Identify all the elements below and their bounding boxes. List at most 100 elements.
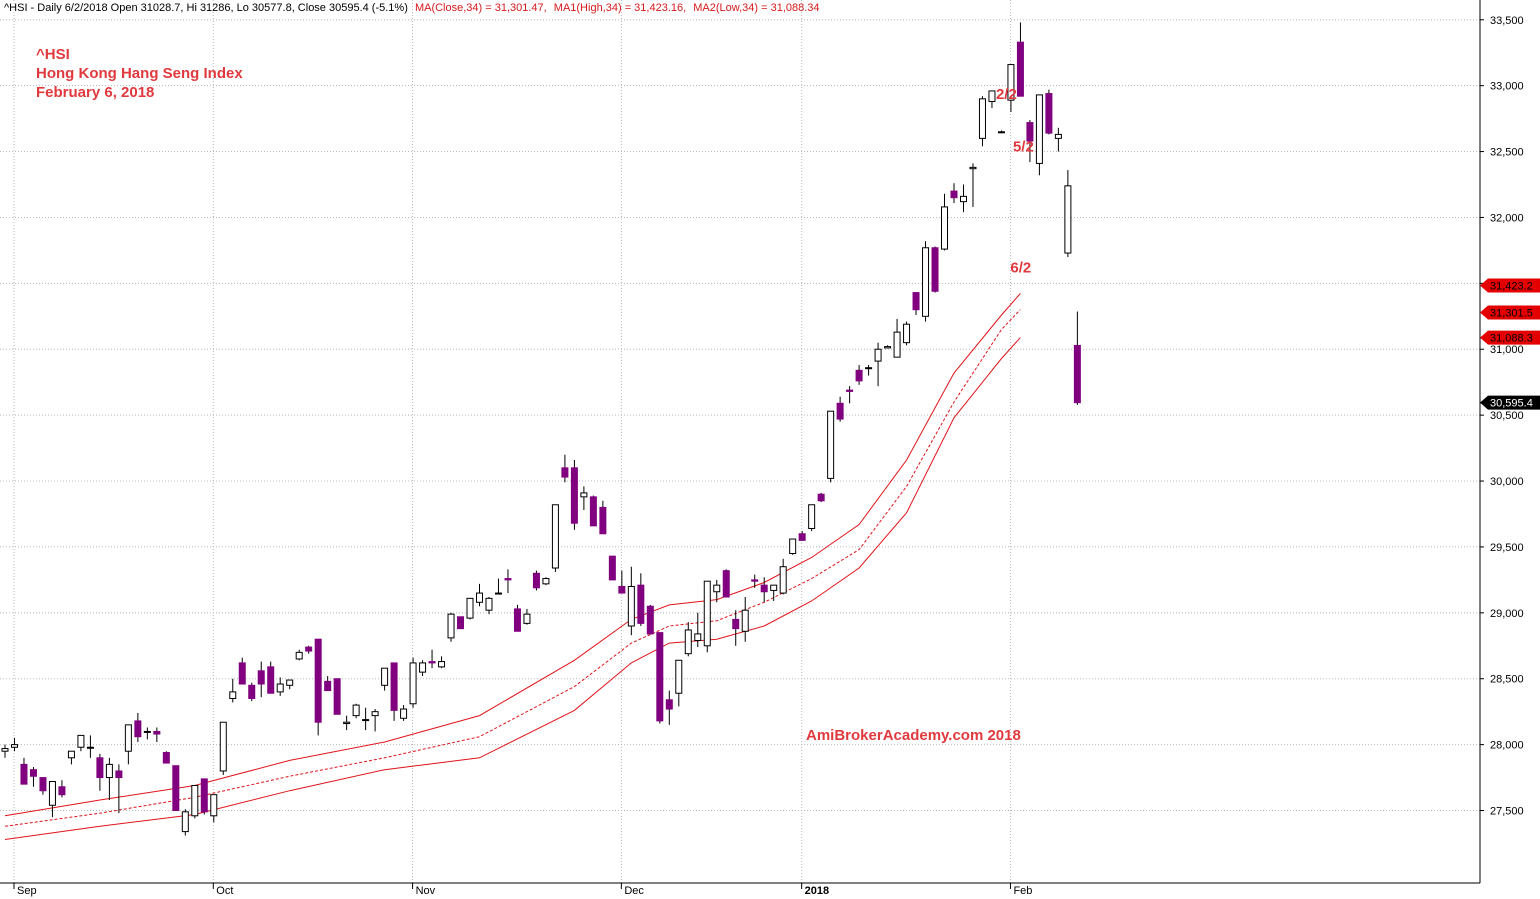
candle-body xyxy=(257,670,265,685)
candle xyxy=(390,662,398,721)
candle xyxy=(884,345,892,349)
candle-body xyxy=(248,684,256,699)
candle xyxy=(836,396,844,422)
candle-body xyxy=(798,533,806,541)
candle xyxy=(362,707,370,731)
candle-body xyxy=(153,730,161,735)
date-annotations: 2/2 5/2 6/2 xyxy=(996,86,1034,277)
candle xyxy=(570,459,578,530)
candle xyxy=(817,492,825,503)
candle xyxy=(988,90,996,109)
candle xyxy=(419,660,427,677)
candle-body xyxy=(589,496,597,527)
candle-body xyxy=(827,410,835,479)
candle xyxy=(67,750,75,765)
header-ma-low: MA2(Low,34) = 31,088.34 xyxy=(693,2,819,14)
candle xyxy=(542,577,550,586)
candle-body xyxy=(884,346,892,349)
price-badge-bg xyxy=(1480,305,1540,320)
candle xyxy=(827,410,835,483)
candle xyxy=(428,649,436,669)
candle xyxy=(1007,64,1015,113)
x-tick-label: Nov xyxy=(416,885,436,897)
candle xyxy=(770,584,778,601)
candle-body xyxy=(362,719,370,722)
candle-body xyxy=(608,555,616,581)
candle xyxy=(1045,89,1053,135)
candle xyxy=(248,682,256,702)
y-tick-label: 29,500 xyxy=(1490,542,1524,554)
candle xyxy=(494,578,502,595)
candle-body xyxy=(1064,185,1072,254)
candle xyxy=(162,751,170,764)
ma-low-line xyxy=(4,337,1021,840)
candle xyxy=(115,764,123,814)
y-tick-label: 30,500 xyxy=(1490,410,1524,422)
candle-body xyxy=(20,763,28,785)
candle-body xyxy=(494,592,502,595)
candle-body xyxy=(675,659,683,694)
annotation-label: 5/2 xyxy=(1013,139,1034,156)
candle xyxy=(10,738,18,752)
candle-body xyxy=(694,633,702,642)
candle xyxy=(105,757,113,800)
candle xyxy=(618,570,626,594)
candle-body xyxy=(457,616,465,630)
price-badges: 31,423.2 31,301.5 31,088.3 30,595.4 xyxy=(1480,278,1540,410)
candle-body xyxy=(770,584,778,591)
candle xyxy=(305,645,313,654)
candle xyxy=(656,632,664,724)
price-badge-bg xyxy=(1480,278,1540,293)
candle xyxy=(551,504,559,572)
y-tick-label: 28,500 xyxy=(1490,674,1524,686)
candle xyxy=(627,566,635,636)
candle xyxy=(143,727,151,740)
candle-body xyxy=(969,166,977,170)
candle xyxy=(1064,170,1072,257)
y-tick-label: 33,500 xyxy=(1490,15,1524,27)
candle-body xyxy=(637,584,645,624)
candle-body xyxy=(513,608,521,632)
candle-body xyxy=(343,721,351,725)
candle xyxy=(48,781,56,818)
candle xyxy=(751,574,759,588)
candle-body xyxy=(390,662,398,711)
candle-body xyxy=(893,331,901,358)
candle xyxy=(86,735,94,758)
candle xyxy=(532,570,540,591)
candle xyxy=(447,612,455,642)
candle-body xyxy=(646,605,654,635)
candle-body xyxy=(210,794,218,817)
candle-body xyxy=(67,750,75,759)
candle-body xyxy=(865,367,873,370)
candle xyxy=(409,657,417,708)
candle xyxy=(324,676,332,692)
candle-body xyxy=(143,730,151,733)
candle-body xyxy=(874,348,882,362)
candle-body xyxy=(39,777,47,792)
candle xyxy=(798,531,806,541)
candle xyxy=(997,130,1005,134)
price-badge-bg xyxy=(1480,330,1540,345)
candle-body xyxy=(618,585,626,594)
candle-body xyxy=(1,748,9,752)
candle xyxy=(229,678,237,703)
candle-body xyxy=(124,724,132,752)
y-tick-label: 27,500 xyxy=(1490,806,1524,818)
candle-body xyxy=(950,190,958,199)
candle xyxy=(865,365,873,376)
candle xyxy=(931,246,939,293)
candle xyxy=(846,386,854,404)
candle-body xyxy=(684,629,692,655)
candle-body xyxy=(58,786,66,796)
candle xyxy=(922,241,930,322)
candle xyxy=(267,661,275,694)
y-tick-label: 28,000 xyxy=(1490,740,1524,752)
candle-body xyxy=(1045,93,1053,134)
candle xyxy=(722,569,730,598)
price-badge: 31,423.2 xyxy=(1480,278,1540,293)
candle-body xyxy=(751,579,759,582)
candle-body xyxy=(438,661,446,668)
price-badge: 31,301.5 xyxy=(1480,305,1540,320)
